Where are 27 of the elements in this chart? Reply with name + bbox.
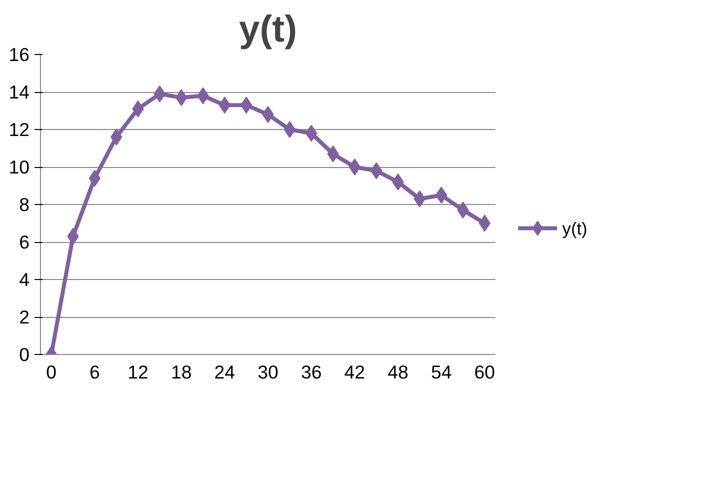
point	[348, 158, 360, 176]
y-tick-label: 2	[19, 306, 30, 328]
point	[392, 174, 404, 190]
point	[262, 106, 274, 123]
x-tick-label: 30	[258, 362, 278, 382]
x-tick-label: 36	[300, 362, 322, 382]
x-tick-label: 48	[388, 362, 408, 382]
x-tick-label: 42	[344, 362, 366, 382]
x-tick-label: 12	[128, 362, 148, 382]
y-tick-label: 6	[19, 232, 30, 252]
y-tick-label: 0	[19, 344, 30, 365]
x-tick-label: 24	[214, 362, 236, 382]
legend-label: y(t)	[562, 218, 588, 238]
y-tick-label: 10	[8, 156, 30, 178]
y-tick-label: 12	[8, 119, 30, 140]
y-tick-label: 4	[19, 269, 30, 290]
x-tick-label: 54	[430, 362, 452, 382]
x-tick-label: 60	[474, 362, 496, 382]
point	[284, 121, 296, 138]
y-tick-label: 8	[19, 194, 30, 215]
y-tick-label: 16	[8, 44, 30, 65]
x-tick-label: 6	[89, 362, 100, 382]
chart-title: y(t)	[238, 8, 298, 50]
point	[110, 128, 122, 146]
y-tick-label: 14	[8, 82, 30, 102]
x-tick-label: 18	[170, 362, 192, 382]
x-tick-label: 0	[46, 362, 57, 382]
